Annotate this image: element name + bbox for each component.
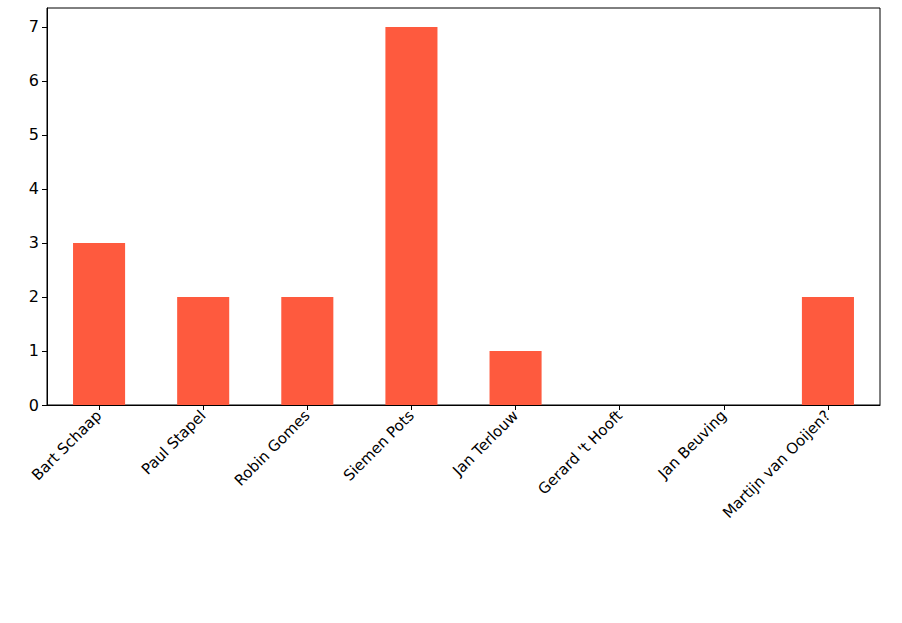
svg-text:Martijn van Ooijen?: Martijn van Ooijen? (719, 407, 834, 522)
svg-text:6: 6 (29, 71, 39, 90)
svg-text:0: 0 (29, 396, 39, 415)
svg-text:Siemen Pots: Siemen Pots (340, 407, 418, 485)
svg-text:4: 4 (29, 179, 39, 198)
svg-text:Bart Schaap: Bart Schaap (28, 407, 105, 484)
svg-text:Robin Gomes: Robin Gomes (231, 407, 314, 490)
svg-text:2: 2 (29, 287, 39, 306)
svg-text:5: 5 (29, 125, 39, 144)
svg-text:Jan Terlouw: Jan Terlouw (448, 407, 521, 480)
svg-text:Gerard 't Hooft: Gerard 't Hooft (534, 407, 626, 499)
svg-text:7: 7 (29, 17, 39, 36)
svg-text:3: 3 (29, 233, 39, 252)
svg-text:Jan Beuving: Jan Beuving (654, 407, 730, 483)
svg-text:1: 1 (29, 341, 39, 360)
svg-text:Paul Stapel: Paul Stapel (138, 407, 210, 479)
